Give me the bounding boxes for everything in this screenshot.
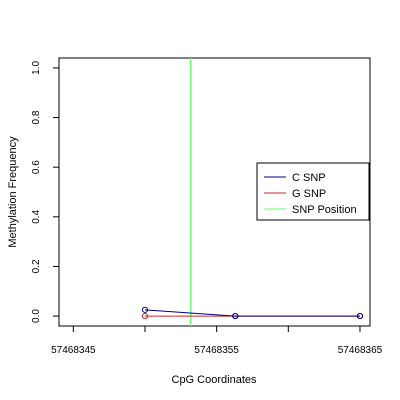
x-tick-label-2: 57468365 (338, 345, 383, 356)
series-layer (141, 58, 364, 326)
x-tick-label-0: 57468345 (51, 345, 96, 356)
y-tick-label-2: 0.4 (31, 209, 42, 223)
point-c-snp-0 (141, 306, 149, 313)
x-tick-label-1: 57468355 (194, 345, 239, 356)
legend-label-c-snp: C SNP (292, 172, 326, 184)
x-axis-label: CpG Coordinates (172, 374, 257, 386)
y-axis-label: Methylation Frequency (7, 136, 19, 248)
legend-label-g-snp: G SNP (292, 188, 326, 200)
legend-label-snp-position: SNP Position (292, 204, 357, 216)
y-tick-label-3: 0.6 (31, 160, 42, 174)
series-line-c-snp (144, 309, 360, 317)
point-c-snp-2 (356, 312, 364, 320)
legend-box (256, 162, 370, 221)
y-tick-label-0: 0.0 (31, 309, 42, 323)
y-axis: 0.0 0.2 0.4 0.6 0.8 1.0 (31, 61, 60, 323)
point-c-snp-1 (232, 312, 239, 320)
point-g-snp-0 (141, 312, 149, 320)
y-tick-label-1: 0.2 (31, 259, 42, 273)
x-axis: 57468345 57468355 57468365 (51, 325, 383, 356)
legend: C SNP G SNP SNP Position (256, 162, 370, 221)
y-tick-label-4: 0.8 (31, 110, 42, 124)
y-tick-label-5: 1.0 (31, 61, 42, 75)
